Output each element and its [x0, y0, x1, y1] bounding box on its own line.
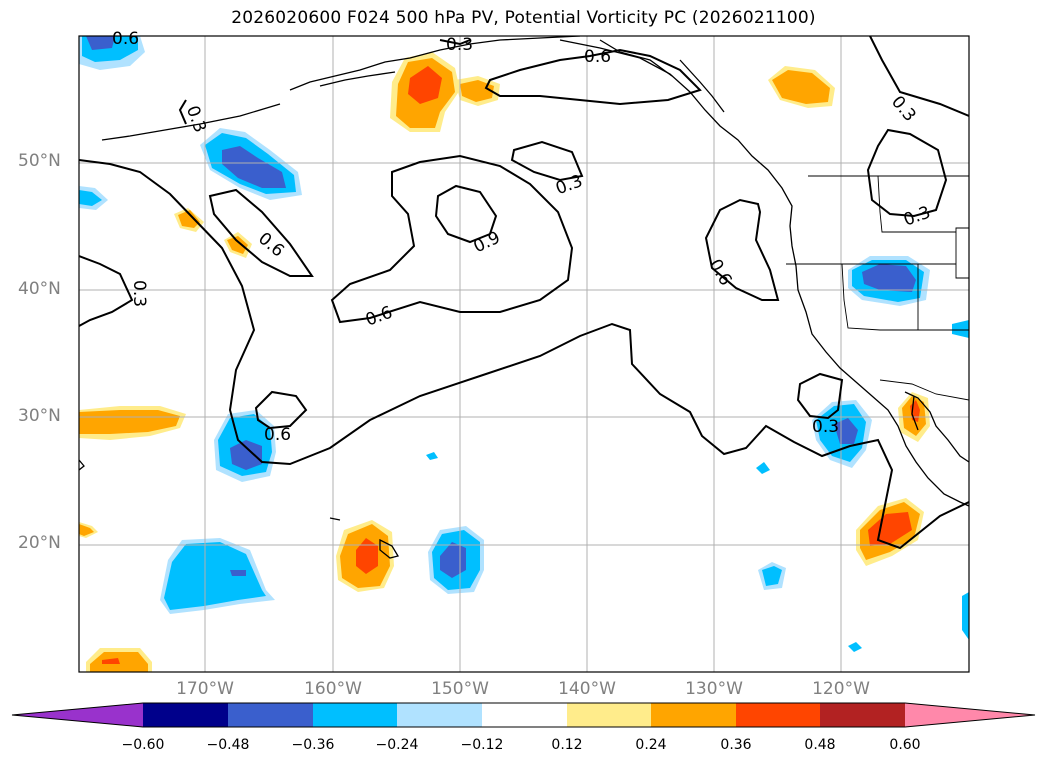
map-frame: [78, 35, 970, 673]
contour-label: 0.6: [363, 303, 395, 331]
lon-label: 160°W: [304, 679, 362, 699]
colorbar-tick-label: −0.60: [121, 737, 165, 753]
colorbar-tick-label: 0.60: [889, 737, 921, 753]
contour-label: 0.3: [182, 103, 210, 135]
negative-anomaly-blob: [200, 128, 302, 200]
lat-label: 20°N: [18, 533, 61, 553]
contour-label: 0.3: [812, 417, 839, 437]
contour-label: 0.6: [254, 229, 288, 262]
lat-label: 50°N: [18, 151, 61, 171]
colorbar-tick-label: −0.36: [291, 737, 335, 753]
contour-label: 0.3: [901, 203, 933, 231]
negative-anomaly-blob: [79, 186, 108, 210]
negative-anomaly-blob: [79, 36, 145, 70]
colorbar-tick-label: 0.12: [551, 737, 583, 753]
pv-contours: [79, 36, 969, 550]
negative-anomaly-blob: [952, 320, 969, 338]
positive-anomaly-blob: [79, 406, 186, 440]
coastlines: [79, 36, 969, 559]
contour-label: 0.3: [129, 280, 149, 307]
contour-label: 0.3: [446, 35, 473, 55]
political-borders: [786, 175, 969, 401]
colorbar-extend-low: [12, 703, 143, 727]
positive-anomaly-blob: [390, 52, 500, 132]
contour-label: 0.6: [112, 29, 139, 49]
positive-anomaly-blob: [174, 208, 252, 258]
colorbar-tick-label: 0.48: [804, 737, 836, 753]
shaded-anomalies: [79, 36, 969, 672]
colorbar-tick-label: 0.36: [720, 737, 752, 753]
negative-anomaly-blob: [428, 526, 484, 594]
colorbar: [11, 702, 1036, 728]
colorbar-tick-label: −0.48: [206, 737, 250, 753]
colorbar-tick-label: 0.24: [635, 737, 667, 753]
contour-label: 0.9: [470, 228, 503, 258]
positive-anomaly-blob: [336, 520, 394, 592]
colorbar-extend-high: [905, 703, 1035, 727]
negative-anomaly-blob: [160, 538, 275, 614]
contour-label: 0.6: [264, 425, 291, 445]
map-title: 2026020600 F024 500 hPa PV, Potential Vo…: [231, 8, 816, 28]
colorbar-tick-label: −0.24: [375, 737, 419, 753]
contour-label: 0.6: [584, 47, 611, 67]
positive-anomaly-blob: [768, 66, 835, 108]
negative-anomaly-blob: [848, 256, 930, 306]
lat-label: 40°N: [18, 279, 61, 299]
positive-anomaly-blob: [86, 648, 152, 672]
lon-label: 130°W: [685, 679, 743, 699]
positive-anomaly-blob: [856, 498, 924, 566]
lon-label: 120°W: [812, 679, 870, 699]
lon-label: 170°W: [176, 679, 234, 699]
colorbar-tick-label: −0.12: [460, 737, 504, 753]
lon-label: 140°W: [558, 679, 616, 699]
lat-label: 30°N: [18, 406, 61, 426]
lon-label: 150°W: [431, 679, 489, 699]
